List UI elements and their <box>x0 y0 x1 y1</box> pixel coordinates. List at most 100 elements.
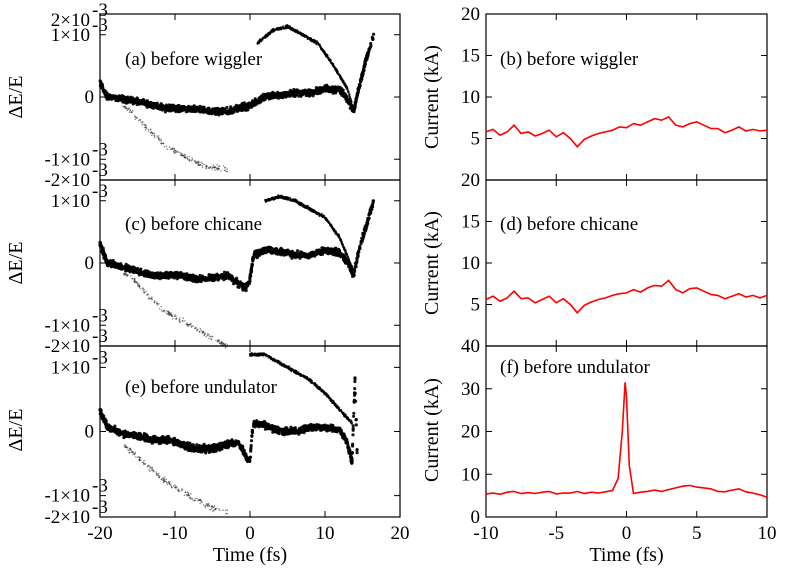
scatter-point <box>175 315 177 318</box>
scatter-point <box>267 197 270 200</box>
panel-c-ytick-exponent: -3 <box>92 181 108 202</box>
scatter-point <box>170 148 173 150</box>
scatter-point <box>168 313 170 315</box>
scatter-point <box>268 249 272 253</box>
scatter-point <box>250 262 254 267</box>
scatter-point <box>174 151 176 154</box>
scatter-point <box>281 93 285 97</box>
scatter-point <box>205 164 208 167</box>
scatter-point <box>157 107 162 111</box>
scatter-point <box>98 79 102 83</box>
scatter-point <box>354 260 358 264</box>
scatter-point <box>151 298 153 301</box>
scatter-point <box>173 315 176 318</box>
scatter-point <box>196 277 201 281</box>
scatter-point <box>182 320 184 322</box>
panel-c-ytick-label: 0 <box>85 253 95 274</box>
scatter-point <box>170 314 173 316</box>
scatter-point <box>149 128 152 130</box>
scatter-point <box>343 249 346 252</box>
scatter-point <box>276 27 279 31</box>
scatter-point <box>126 108 129 110</box>
scatter-point <box>224 346 227 349</box>
scatter-point <box>195 162 197 164</box>
scatter-point <box>244 289 248 293</box>
scatter-point <box>209 166 212 168</box>
scatter-point <box>282 197 286 200</box>
scatter-point <box>158 138 160 140</box>
scatter-point <box>336 70 339 73</box>
scatter-point <box>142 289 144 292</box>
scatter-point <box>226 343 229 346</box>
panel-a-ytick-exponent: -3 <box>92 139 108 160</box>
scatter-point <box>180 154 183 156</box>
scatter-point <box>166 148 169 150</box>
scatter-point <box>183 156 186 159</box>
scatter-point <box>217 340 219 342</box>
scatter-point <box>138 286 141 289</box>
scatter-point <box>183 155 186 158</box>
scatter-point <box>363 227 368 232</box>
scatter-point <box>224 166 226 169</box>
scatter-point <box>144 129 147 131</box>
scatter-point <box>141 120 144 123</box>
scatter-point <box>213 166 215 169</box>
scatter-point <box>164 311 166 313</box>
scatter-point <box>179 151 181 154</box>
scatter-point <box>206 334 209 337</box>
scatter-point <box>169 313 172 315</box>
scatter-point <box>142 287 144 289</box>
scatter-point <box>162 142 165 145</box>
scatter-point <box>156 304 159 306</box>
scatter-point <box>144 272 148 276</box>
scatter-point <box>320 47 323 51</box>
scatter-point <box>224 169 227 172</box>
scatter-point <box>321 214 325 217</box>
scatter-point <box>135 97 139 101</box>
scatter-point <box>190 325 193 327</box>
scatter-point <box>138 284 140 287</box>
scatter-point <box>192 109 196 113</box>
scatter-point <box>349 269 353 273</box>
scatter-point <box>196 328 198 330</box>
scatter-point <box>320 251 324 255</box>
scatter-point <box>125 107 127 109</box>
scatter-point <box>291 199 294 202</box>
scatter-point <box>126 274 128 277</box>
scatter-point <box>362 232 366 236</box>
panel-c-ytick-exponent: -3 <box>92 326 108 347</box>
scatter-point <box>260 39 263 42</box>
scatter-point <box>240 102 244 106</box>
scatter-point <box>261 37 264 40</box>
panel-e-ytick-label: 0 <box>85 422 95 443</box>
scatter-point <box>365 55 369 59</box>
scatter-point <box>126 273 129 276</box>
scatter-point <box>214 166 217 168</box>
scatter-point <box>171 147 174 149</box>
scatter-point <box>125 107 128 110</box>
scatter-point <box>145 127 147 129</box>
scatter-point <box>313 40 316 43</box>
scatter-point <box>306 36 309 39</box>
scatter-point <box>265 199 268 202</box>
scatter-point <box>333 246 337 250</box>
scatter-point <box>196 161 198 163</box>
scatter-point <box>150 105 154 109</box>
scatter-point <box>362 64 366 68</box>
scatter-point <box>184 156 187 159</box>
scatter-point <box>139 285 141 287</box>
scatter-point <box>319 87 323 92</box>
scatter-point <box>146 294 148 296</box>
scatter-point <box>217 338 220 341</box>
scatter-point <box>273 28 276 31</box>
scatter-point <box>214 169 216 171</box>
scatter-point <box>310 254 314 258</box>
panel-a-ytick-label: 2×10 <box>51 10 90 31</box>
scatter-point <box>203 333 206 336</box>
scatter-point <box>159 142 162 145</box>
scatter-point <box>299 203 303 206</box>
panel-e-xtick-label: -20 <box>87 523 112 544</box>
scatter-point <box>209 166 212 168</box>
scatter-point <box>251 258 255 262</box>
scatter-point <box>325 55 328 58</box>
